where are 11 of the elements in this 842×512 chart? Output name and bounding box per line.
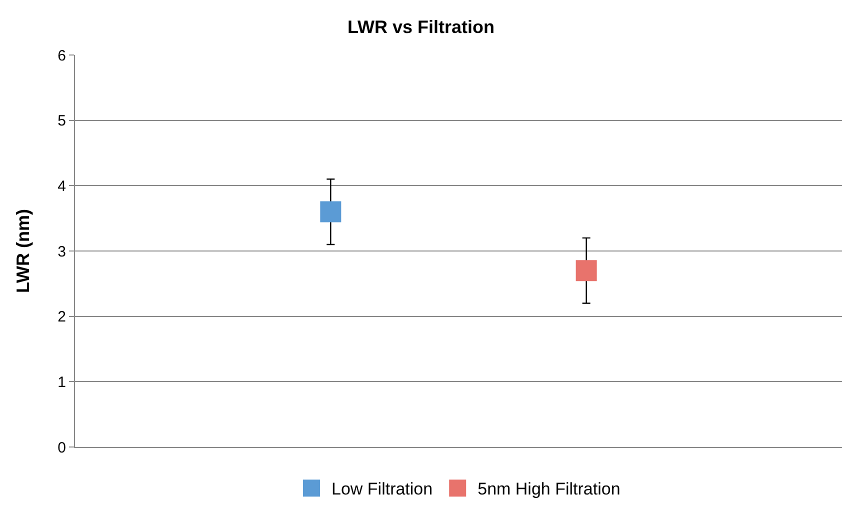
legend-label: Low Filtration	[332, 480, 433, 499]
y-tick-label: 3	[58, 243, 66, 260]
legend-label: 5nm High Filtration	[478, 480, 620, 499]
y-tick-label: 5	[58, 112, 66, 130]
y-axis-title: LWR (nm)	[13, 209, 33, 293]
y-tick-label: 0	[58, 439, 66, 456]
y-tick-label: 1	[58, 374, 66, 391]
y-tick-label: 2	[58, 308, 66, 326]
y-tick-label: 4	[58, 178, 66, 195]
chart-title: LWR vs Filtration	[347, 17, 495, 38]
y-tick-label: 6	[58, 47, 66, 64]
